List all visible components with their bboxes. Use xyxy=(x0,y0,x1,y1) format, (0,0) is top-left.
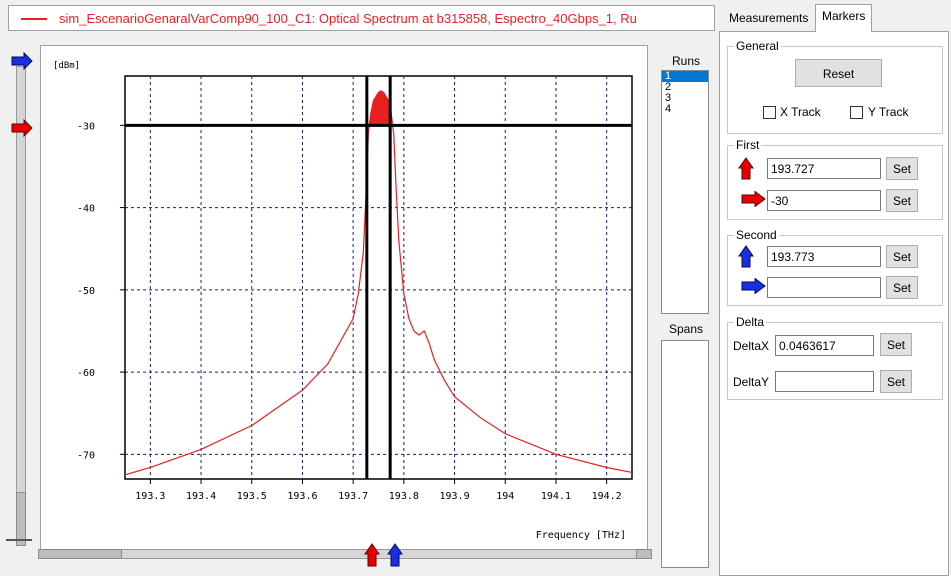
second-y-marker-icon xyxy=(741,278,766,294)
y-marker-second-handle-icon[interactable] xyxy=(10,52,34,70)
second-marker-group: Second xyxy=(727,228,943,306)
tab-measurements[interactable]: Measurements xyxy=(729,11,809,25)
y-track-checkbox[interactable] xyxy=(850,106,863,119)
runs-item[interactable]: 4 xyxy=(665,103,672,115)
plot-title: sim_EscenarioGenaralVarComp90_100_C1: Op… xyxy=(59,11,637,26)
runs-list[interactable]: 1 2 3 4 xyxy=(661,70,709,314)
runs-item[interactable]: 1 xyxy=(662,71,708,82)
plot-title-bar: sim_EscenarioGenaralVarComp90_100_C1: Op… xyxy=(8,5,715,31)
x-tick-label: 193.5 xyxy=(237,491,267,502)
first-x-set-button[interactable]: Set xyxy=(886,157,918,180)
reset-button[interactable]: Reset xyxy=(795,59,882,87)
x-axis-label: Frequency [THz] xyxy=(536,530,626,541)
x-slider-right-track[interactable] xyxy=(636,549,652,559)
general-group-title: General xyxy=(734,39,781,53)
first-y-field[interactable] xyxy=(767,190,881,211)
runs-label: Runs xyxy=(671,54,700,68)
x-tick-label: 194.2 xyxy=(592,491,622,502)
runs-item[interactable]: 3 xyxy=(665,92,672,104)
second-group-title: Second xyxy=(734,228,779,242)
first-x-marker-icon xyxy=(738,157,754,180)
x-tick-label: 193.4 xyxy=(186,491,216,502)
first-group-title: First xyxy=(734,138,762,152)
delta-group: Delta xyxy=(727,315,943,400)
second-x-field[interactable] xyxy=(767,246,881,267)
second-y-set-button[interactable]: Set xyxy=(886,276,918,299)
first-y-marker-icon xyxy=(741,191,766,207)
delta-x-set-button[interactable]: Set xyxy=(880,333,912,356)
markers-tab-page xyxy=(719,31,949,576)
spans-label: Spans xyxy=(668,322,704,336)
y-axis-label: [dBm] xyxy=(53,61,80,71)
x-marker-first-handle-icon[interactable] xyxy=(364,542,380,568)
general-group: General xyxy=(727,39,943,134)
y-tick-label: -40 xyxy=(77,204,95,215)
x-tick-label: 193.3 xyxy=(135,491,165,502)
y-slider-track[interactable] xyxy=(16,66,26,546)
delta-x-field[interactable] xyxy=(775,335,874,356)
x-tick-label: 193.8 xyxy=(389,491,419,502)
delta-x-label: DeltaX xyxy=(733,339,770,353)
y-track-label: Y Track xyxy=(868,105,909,119)
peak-fill xyxy=(366,90,391,126)
first-x-field[interactable] xyxy=(767,158,881,179)
spans-list[interactable] xyxy=(661,340,709,568)
y-slider-lower-track[interactable] xyxy=(16,492,26,546)
second-y-field[interactable] xyxy=(767,277,881,298)
x-track-label: X Track xyxy=(780,105,821,119)
delta-y-set-button[interactable]: Set xyxy=(880,370,912,393)
plot-area[interactable]: 193.3 193.4 193.5 193.6 193.7 193.8 193.9 194 19… xyxy=(40,45,648,555)
delta-y-label: DeltaY xyxy=(733,375,770,389)
x-marker-second-handle-icon[interactable] xyxy=(387,542,403,568)
legend-line-icon xyxy=(21,18,47,20)
y-tick-label: -60 xyxy=(77,368,95,379)
second-x-set-button[interactable]: Set xyxy=(886,245,918,268)
x-tick-label: 193.7 xyxy=(338,491,368,502)
x-track-checkbox[interactable] xyxy=(763,106,776,119)
first-y-set-button[interactable]: Set xyxy=(886,189,918,212)
delta-group-title: Delta xyxy=(734,315,767,329)
x-tick-label: 193.6 xyxy=(287,491,317,502)
y-tick-label: -30 xyxy=(77,121,95,132)
plot-axes-box xyxy=(124,75,633,480)
y-slider-end-icon xyxy=(6,539,32,541)
tab-markers[interactable]: Markers xyxy=(815,4,873,32)
y-tick-label: -50 xyxy=(77,286,95,297)
y-marker-first-handle-icon[interactable] xyxy=(10,119,34,137)
delta-y-field[interactable] xyxy=(775,371,874,392)
x-tick-label: 194.1 xyxy=(541,491,571,502)
x-tick-label: 194 xyxy=(496,491,514,502)
first-marker-group: First xyxy=(727,138,943,220)
runs-item[interactable]: 2 xyxy=(665,81,672,93)
spectrum-chart[interactable]: 193.3 193.4 193.5 193.6 193.7 193.8 193.9 194 19… xyxy=(41,46,649,556)
x-slider-left-track[interactable] xyxy=(38,549,122,559)
second-x-marker-icon xyxy=(738,245,754,268)
x-tick-label: 193.9 xyxy=(439,491,469,502)
x-slider-track[interactable] xyxy=(38,549,652,559)
y-tick-label: -70 xyxy=(77,450,95,461)
